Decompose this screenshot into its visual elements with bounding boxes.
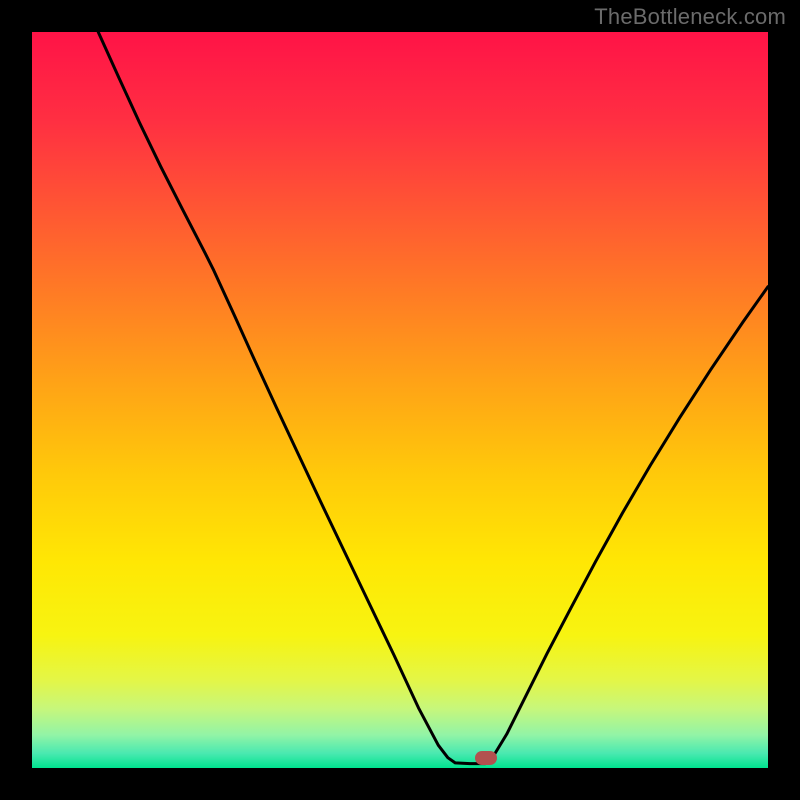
background-gradient [32,32,768,768]
plot-area [32,32,768,768]
optimum-marker [475,751,497,765]
chart-frame: TheBottleneck.com [0,0,800,800]
attribution-text: TheBottleneck.com [594,4,786,30]
